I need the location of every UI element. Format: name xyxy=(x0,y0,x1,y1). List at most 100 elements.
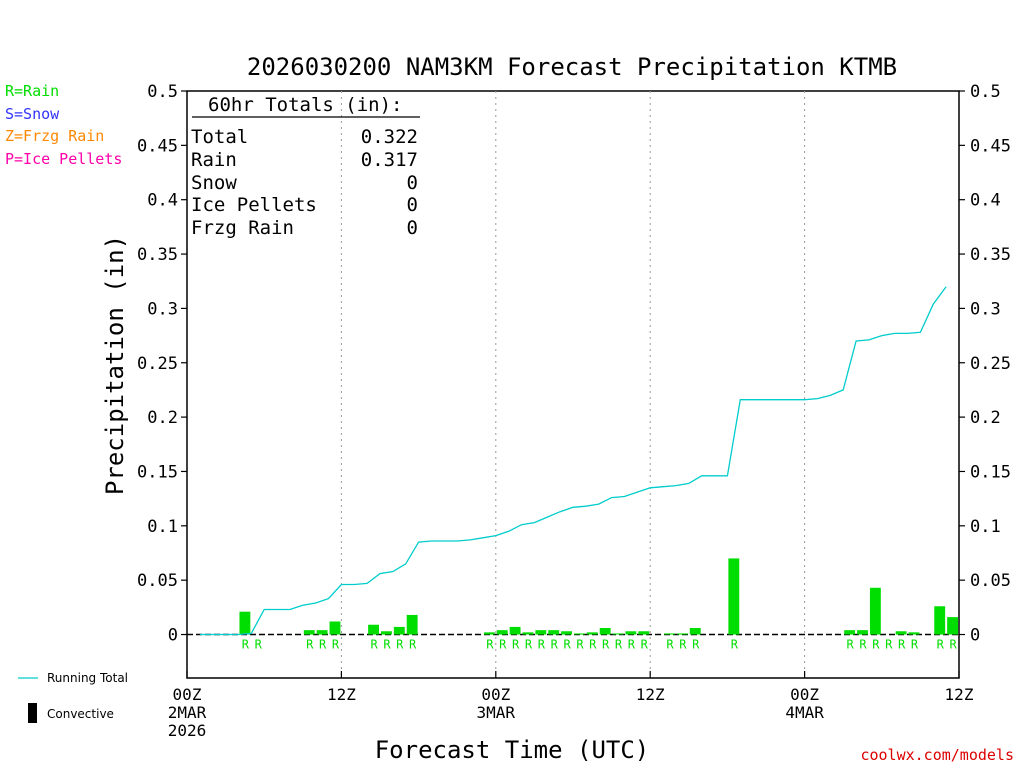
ptype-marker-21: R xyxy=(641,638,649,652)
totals-snow-label: Snow xyxy=(191,172,237,194)
rain-bar-23 xyxy=(689,627,701,635)
y-tick-label-right-8: 0.4 xyxy=(970,191,1001,211)
ptype-marker-1: R xyxy=(255,638,263,652)
rain-bar-28 xyxy=(895,631,907,635)
rain-bar-16 xyxy=(586,632,598,635)
x-tick-label-0-2: 2026 xyxy=(168,721,207,740)
ptype-marker-6: R xyxy=(383,638,391,652)
rain-bar-5 xyxy=(381,631,392,635)
ptype-marker-2: R xyxy=(306,638,314,652)
ptype-marker-25: R xyxy=(731,638,739,652)
totals-total-label: Total xyxy=(191,126,248,148)
rain-bar-30 xyxy=(934,606,946,635)
rain-bar-13 xyxy=(548,630,560,635)
x-tick-label-2-1: 3MAR xyxy=(477,703,516,722)
y-tick-label-left-6: 0.3 xyxy=(147,299,178,319)
legend-snow: S=Snow xyxy=(5,105,60,123)
plot-border xyxy=(186,90,960,679)
x-tick-label-2-0: 00Z xyxy=(481,685,510,704)
rain-bar-11 xyxy=(522,632,534,635)
rain-bar-9 xyxy=(496,630,508,635)
ptype-marker-23: R xyxy=(679,638,687,652)
ptype-marker-17: R xyxy=(589,638,597,652)
ptype-marker-19: R xyxy=(615,638,623,652)
rain-bar-19 xyxy=(625,631,637,635)
y-tick-label-right-6: 0.3 xyxy=(970,299,1001,319)
ptype-marker-27: R xyxy=(859,638,867,652)
y-tick-label-left-3: 0.15 xyxy=(137,462,178,482)
rain-bar-12 xyxy=(535,630,547,635)
ptype-marker-5: R xyxy=(370,638,378,652)
y-tick-label-left-9: 0.45 xyxy=(137,136,178,156)
rain-bar-0 xyxy=(239,611,251,635)
y-tick-label-left-10: 0.5 xyxy=(147,82,178,102)
convective-legend-swatch xyxy=(28,703,37,723)
rain-bar-8 xyxy=(483,632,495,635)
legend-ice-pellets: P=Ice Pellets xyxy=(5,150,122,168)
ptype-legend: R=Rain S=Snow Z=Frzg Rain P=Ice Pellets xyxy=(5,82,122,168)
chart-title: 2026030200 NAM3KM Forecast Precipitation… xyxy=(247,53,897,81)
y-tick-label-right-10: 0.5 xyxy=(970,82,1001,102)
rain-bar-21 xyxy=(664,633,675,635)
rain-bar-4 xyxy=(368,624,379,635)
y-tick-label-left-2: 0.1 xyxy=(147,517,178,537)
rain-bar-1 xyxy=(303,630,315,635)
rain-bar-10 xyxy=(509,626,521,635)
ptype-marker-28: R xyxy=(872,638,880,652)
rain-bar-25 xyxy=(844,630,856,635)
rain-bar-15 xyxy=(574,633,585,635)
ptype-marker-12: R xyxy=(525,638,533,652)
rain-bar-2 xyxy=(316,630,328,635)
totals-rain-value: 0.317 xyxy=(361,149,418,171)
x-tick-label-0-1: 2MAR xyxy=(168,703,207,722)
y-tick-label-right-3: 0.15 xyxy=(970,462,1011,482)
totals-snow-value: 0 xyxy=(407,172,418,194)
totals-ice-pellets-label: Ice Pellets xyxy=(191,194,317,216)
ptype-marker-22: R xyxy=(666,638,674,652)
legend-frzg-rain: Z=Frzg Rain xyxy=(5,127,104,145)
rain-bar-3 xyxy=(329,621,341,635)
totals-total-value: 0.322 xyxy=(361,126,418,148)
x-tick-label-4-0: 00Z xyxy=(790,685,819,704)
y-tick-label-right-9: 0.45 xyxy=(970,136,1011,156)
ptype-marker-9: R xyxy=(486,638,494,652)
ptype-marker-30: R xyxy=(898,638,906,652)
ptype-marker-11: R xyxy=(512,638,520,652)
ptype-marker-31: R xyxy=(911,638,919,652)
x-axis-label: Forecast Time (UTC) xyxy=(375,736,650,764)
y-tick-label-right-5: 0.25 xyxy=(970,354,1011,374)
ptype-marker-32: R xyxy=(937,638,945,652)
y-axis-ticks: 0 00.05 0.050.1 0.10.15 0.150.2 0.20.25 0.250.… xyxy=(137,82,1011,646)
rain-bar-24 xyxy=(728,558,740,635)
rain-bar-26 xyxy=(857,630,868,635)
ptype-marker-20: R xyxy=(628,638,636,652)
totals-ice-pellets-value: 0 xyxy=(407,194,418,216)
legend-rain: R=Rain xyxy=(5,82,59,100)
totals-rain-label: Rain xyxy=(191,149,237,171)
x-tick-label-0-0: 00Z xyxy=(173,685,202,704)
series-legend: Running Total Convective xyxy=(18,671,128,723)
ptype-marker-4: R xyxy=(332,638,340,652)
totals-frzg-rain-value: 0 xyxy=(407,217,418,239)
ptype-marker-26: R xyxy=(847,638,855,652)
ptype-marker-33: R xyxy=(949,638,957,652)
y-tick-label-left-1: 0.05 xyxy=(137,571,178,591)
ptype-marker-3: R xyxy=(319,638,327,652)
ptype-marker-14: R xyxy=(551,638,559,652)
y-tick-label-left-5: 0.25 xyxy=(137,354,178,374)
x-tick-label-4-1: 4MAR xyxy=(785,703,824,722)
rain-bar-6 xyxy=(393,626,405,635)
x-tick-label-3-0: 12Z xyxy=(636,685,665,704)
ptype-marker-15: R xyxy=(563,638,571,652)
plot-frame xyxy=(186,90,960,679)
rain-bar-27 xyxy=(869,587,881,635)
ptype-marker-13: R xyxy=(538,638,546,652)
credit-text: coolwx.com/models xyxy=(860,746,1014,764)
gridlines xyxy=(340,91,806,678)
y-axis-label: Precipitation (in) xyxy=(101,235,129,495)
totals-heading: 60hr Totals (in): xyxy=(208,94,402,116)
rain-bar-29 xyxy=(908,632,920,635)
y-tick-label-right-7: 0.35 xyxy=(970,245,1011,265)
ptype-marker-7: R xyxy=(396,638,404,652)
